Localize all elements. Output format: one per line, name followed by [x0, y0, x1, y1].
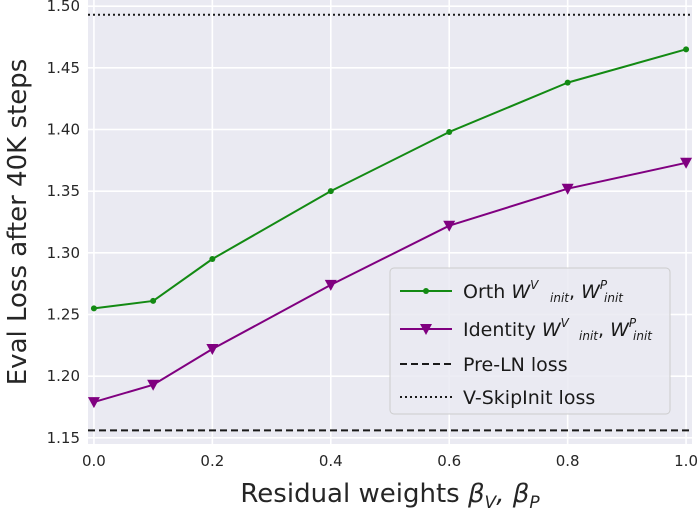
legend: Orth WVinit, WP init Identity WVinit, WP i…	[389, 267, 671, 415]
y-axis-label: Eval Loss after 40K steps	[3, 59, 33, 386]
x-tick-label-2: 0.4	[319, 452, 343, 470]
point-orth-1	[150, 297, 157, 304]
point-identity-3	[324, 279, 337, 291]
legend-orth-sup1: V	[530, 278, 539, 292]
legend-marker-identity	[420, 324, 432, 335]
point-orth-2	[209, 256, 216, 262]
x-tick-label-5: 1.0	[674, 452, 698, 470]
legend-orth-sup2: P	[600, 278, 608, 292]
legend-entry-identity: Identity WVinit, WP init	[400, 316, 653, 343]
point-identity-5	[561, 183, 574, 195]
legend-orth-sub1: init	[550, 291, 570, 305]
x-tick-label-3: 0.6	[437, 452, 461, 470]
legend-label-identity: Identity WVinit, WP init	[463, 316, 653, 343]
y-tick-label-0: 1.15	[47, 429, 80, 447]
legend-orth-sub2: init	[604, 291, 624, 305]
x-tick-labels: 0.0 0.2 0.4 0.6 0.8 1.0	[82, 452, 698, 470]
x-axis-label-sub-v: V	[485, 493, 498, 510]
y-tick-label-7: 1.50	[47, 0, 80, 15]
legend-identity-sub2: init	[633, 329, 653, 343]
x-tick-label-4: 0.8	[556, 452, 580, 470]
point-identity-6	[680, 157, 693, 169]
point-identity-1	[147, 379, 160, 391]
x-axis-label-sub-p: P	[529, 493, 540, 510]
point-orth-6	[683, 46, 690, 53]
point-orth-3	[327, 188, 334, 195]
y-tick-label-4: 1.35	[47, 182, 80, 200]
legend-entry-orth: Orth WVinit, WP init	[400, 278, 624, 305]
y-tick-label-3: 1.30	[47, 244, 80, 262]
legend-orth-comma: ,	[569, 281, 581, 303]
point-identity-4	[443, 220, 456, 232]
legend-marker-orth	[423, 288, 429, 294]
legend-identity-w1: W	[542, 319, 562, 341]
legend-label-preln: Pre-LN loss	[463, 354, 568, 376]
legend-label-vskipinit: V-SkipInit loss	[463, 387, 595, 409]
legend-identity-prefix: Identity	[463, 319, 542, 341]
reference-lines	[88, 13, 692, 432]
x-tick-label-1: 0.2	[200, 452, 224, 470]
y-tick-label-5: 1.40	[47, 121, 80, 139]
legend-label-orth: Orth WVinit, WP init	[463, 278, 624, 305]
y-tick-label-2: 1.25	[47, 306, 80, 324]
legend-orth-w2: W	[581, 281, 601, 303]
legend-identity-sup1: V	[561, 316, 570, 330]
grid	[88, 0, 692, 444]
legend-entry-vskipinit: V-SkipInit loss	[400, 387, 595, 409]
series-group	[87, 46, 693, 409]
point-identity-2	[206, 344, 219, 356]
x-axis-label-text: Residual weights	[240, 479, 468, 509]
point-identity-0	[87, 397, 100, 409]
x-axis-label-beta-p: , β	[496, 479, 529, 509]
y-tick-labels: 1.15 1.20 1.25 1.30 1.35 1.40 1.45 1.50	[47, 0, 80, 447]
legend-orth-w1: W	[511, 281, 531, 303]
point-orth-4	[446, 128, 453, 135]
point-orth-5	[564, 79, 571, 86]
legend-orth-prefix: Orth	[463, 281, 511, 303]
y-tick-label-1: 1.20	[47, 367, 80, 385]
x-axis-label: Residual weights βV, βP	[240, 479, 540, 510]
legend-identity-sup2: P	[629, 316, 637, 330]
point-orth-0	[90, 305, 97, 312]
legend-entry-preln: Pre-LN loss	[400, 354, 568, 376]
legend-identity-sub1: init	[579, 329, 599, 343]
legend-identity-w2: W	[610, 319, 630, 341]
x-tick-label-0: 0.0	[82, 452, 106, 470]
legend-box	[389, 267, 671, 415]
x-axis-label-beta-v: β	[467, 479, 485, 509]
legend-identity-comma: ,	[598, 319, 610, 341]
y-tick-label-6: 1.45	[47, 59, 80, 77]
